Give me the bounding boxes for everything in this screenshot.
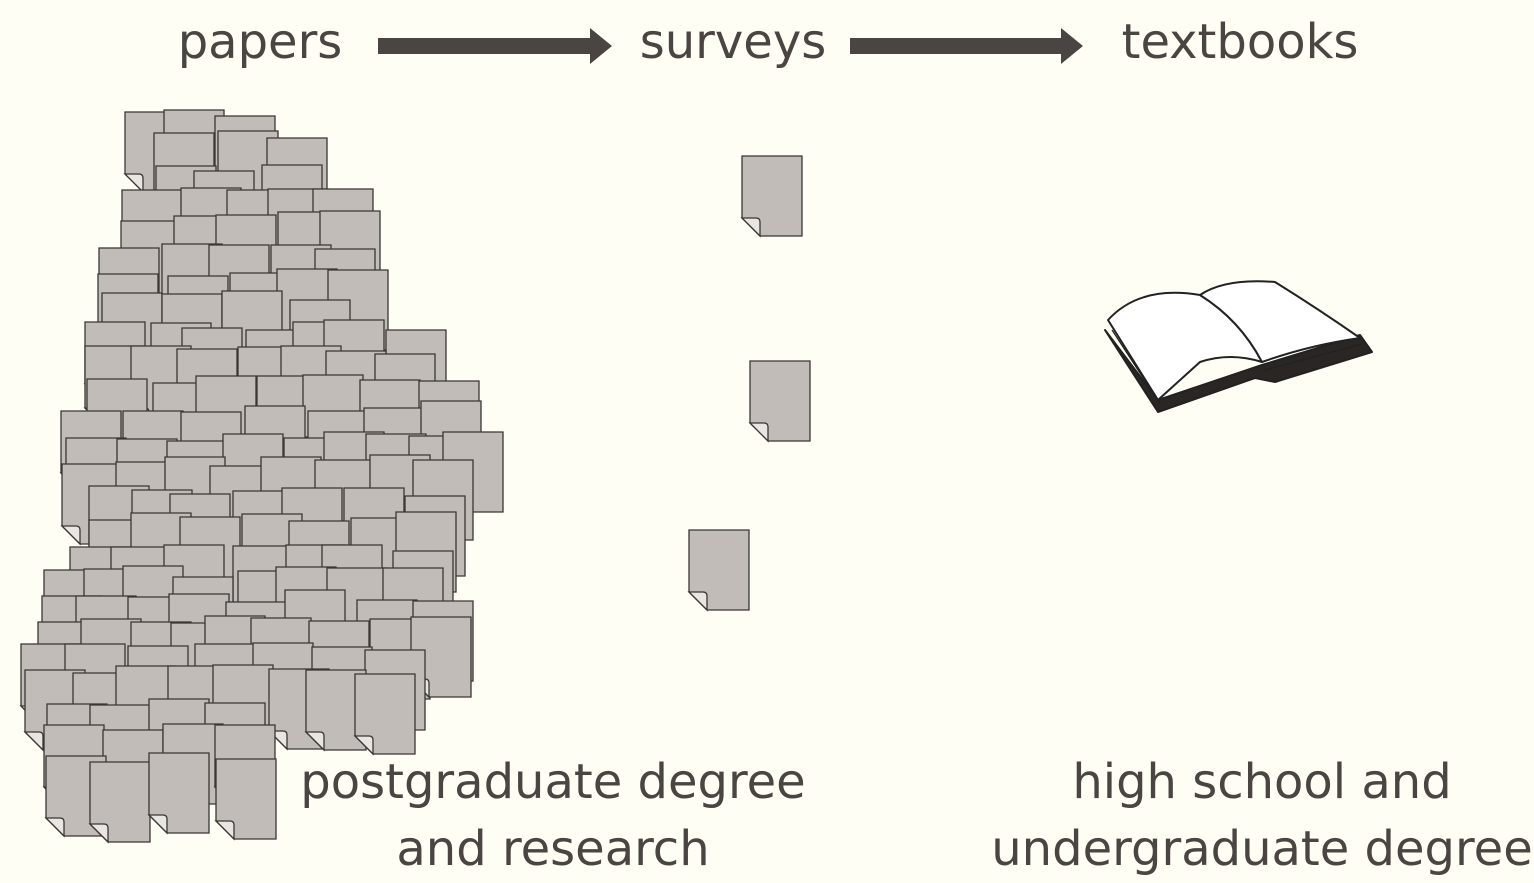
paper-icon bbox=[750, 361, 810, 441]
paper-icon bbox=[689, 530, 749, 610]
stage-label: surveys bbox=[640, 14, 827, 70]
paper-icon bbox=[742, 156, 802, 236]
caption-line: undergraduate degree bbox=[991, 821, 1532, 877]
diagram: papers surveys textbooks postgraduate de… bbox=[0, 0, 1534, 883]
caption-line: high school and bbox=[1072, 754, 1451, 810]
paper-icon bbox=[216, 759, 276, 839]
caption-line: postgraduate degree bbox=[300, 754, 805, 810]
paper-icon bbox=[90, 762, 150, 842]
caption-line: and research bbox=[396, 821, 709, 877]
paper-icon bbox=[149, 753, 209, 833]
stage-label: papers bbox=[178, 14, 343, 70]
paper-icon bbox=[355, 674, 415, 754]
stage-label: textbooks bbox=[1122, 14, 1359, 70]
